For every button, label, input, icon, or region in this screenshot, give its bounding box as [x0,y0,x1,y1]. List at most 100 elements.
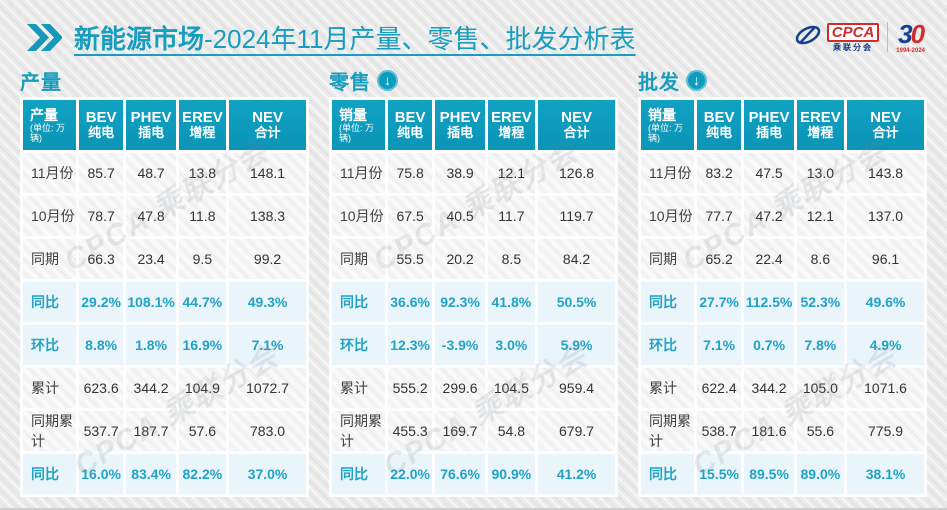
cell-value: 7.8% [796,325,845,365]
cell-value: 47.8 [126,196,176,236]
cell-value: 181.6 [744,411,794,451]
row-label: 同期累计 [23,411,76,451]
cell-value: 299.6 [435,368,485,408]
cell-value: 47.5 [744,153,794,193]
row-label: 同期 [641,239,694,279]
section-wholesale: 批发 ↓ CPCA 乘联分会 CPCA 乘联分会 销量(单位: 万辆)BEV纯电… [638,66,927,497]
column-header-bev: BEV 纯电 [387,100,433,150]
section-header: 产量 ↓ [20,66,309,94]
column-header-bev: BEV 纯电 [78,100,124,150]
down-arrow-circle-icon: ↓ [377,69,398,91]
cell-value: 112.5% [744,282,794,322]
cell-value: 37.0% [229,454,306,494]
cell-value: 15.5% [696,454,742,494]
unit-header-cell: 销量 (单位: 万辆) [332,100,385,150]
section-header: 批发 ↓ [638,66,927,94]
cell-value: 20.2 [435,239,485,279]
column-name-en: EREV [490,108,532,126]
cell-value: 27.7% [696,282,742,322]
cell-value: 119.7 [538,196,615,236]
row-label: 10月份 [641,196,694,236]
cell-value: 65.2 [696,239,742,279]
cell-value: 138.3 [229,196,306,236]
column-name-en: NEV [870,108,901,126]
unit-header-cell: 产量 (单位: 万辆) [23,100,76,150]
cell-value: 99.2 [229,239,306,279]
row-label: 环比 [23,325,76,365]
cell-value: 76.6% [435,454,485,494]
down-arrow-circle-icon: ↓ [686,69,707,91]
column-name-en: PHEV [439,108,481,126]
cell-value: 622.4 [696,368,742,408]
row-label: 同期累计 [332,411,385,451]
cpca-chinese-name: 乘联分会 [833,42,874,52]
column-header-phev: PHEV 插电 [744,100,794,150]
row-label: 同比 [641,282,694,322]
cpca-logo: CPCA 乘联分会 [793,22,880,53]
column-name-cn: 合计 [254,125,281,141]
cell-value: 783.0 [229,411,306,451]
column-name-cn: 增程 [807,125,834,141]
row-label: 累计 [23,368,76,408]
cell-value: 4.9% [847,325,924,365]
cell-value: 104.5 [487,368,536,408]
column-name-en: NEV [252,108,283,126]
cell-value: 23.4 [126,239,176,279]
column-header-erev: EREV 增程 [178,100,227,150]
column-header-phev: PHEV 插电 [435,100,485,150]
section-retail: 零售 ↓ CPCA 乘联分会 CPCA 乘联分会 销量(单位: 万辆)BEV纯电… [329,66,618,497]
cell-value: 75.8 [387,153,433,193]
row-label: 累计 [332,368,385,408]
cell-value: 89.5% [744,454,794,494]
cell-value: 13.8 [178,153,227,193]
cell-value: 126.8 [538,153,615,193]
cell-value: 54.8 [487,411,536,451]
cell-value: 555.2 [387,368,433,408]
row-label: 10月份 [23,196,76,236]
section-production: 产量 ↓ CPCA 乘联分会 CPCA 乘联分会 产量(单位: 万辆)BEV纯电… [20,66,309,497]
cell-value: 41.8% [487,282,536,322]
column-header-nev: NEV 合计 [229,100,306,150]
unit-sub-label: (单位: 万辆) [339,122,374,144]
double-chevron-icon [26,23,62,51]
cell-value: 29.2% [78,282,124,322]
cell-value: 12.1 [796,196,845,236]
column-name-cn: 插电 [138,125,165,141]
column-name-en: EREV [181,108,223,126]
unit-sub-label: (单位: 万辆) [648,122,683,144]
row-label: 11月份 [23,153,76,193]
row-label: 同比 [332,282,385,322]
column-header-erev: EREV 增程 [487,100,536,150]
row-label: 同期 [332,239,385,279]
cell-value: 344.2 [126,368,176,408]
cell-value: -3.9% [435,325,485,365]
cell-value: 36.6% [387,282,433,322]
cell-value: 0.7% [744,325,794,365]
cell-value: 623.6 [78,368,124,408]
cell-value: 83.2 [696,153,742,193]
cell-value: 16.9% [178,325,227,365]
cell-value: 12.1 [487,153,536,193]
cell-value: 96.1 [847,239,924,279]
cell-value: 52.3% [796,282,845,322]
cell-value: 959.4 [538,368,615,408]
row-label: 同比 [641,454,694,494]
row-label: 环比 [332,325,385,365]
column-name-en: PHEV [130,108,172,126]
cell-value: 11.7 [487,196,536,236]
cell-value: 77.7 [696,196,742,236]
row-label: 同比 [23,282,76,322]
cell-value: 38.1% [847,454,924,494]
cell-value: 83.4% [126,454,176,494]
tables-row: 产量 ↓ CPCA 乘联分会 CPCA 乘联分会 产量(单位: 万辆)BEV纯电… [0,66,947,497]
cell-value: 89.0% [796,454,845,494]
cell-value: 55.6 [796,411,845,451]
row-label: 累计 [641,368,694,408]
cell-value: 84.2 [538,239,615,279]
row-label: 11月份 [641,153,694,193]
cell-value: 5.9% [538,325,615,365]
cell-value: 67.5 [387,196,433,236]
column-name-en: NEV [561,108,592,126]
row-label: 同期累计 [641,411,694,451]
cell-value: 775.9 [847,411,924,451]
